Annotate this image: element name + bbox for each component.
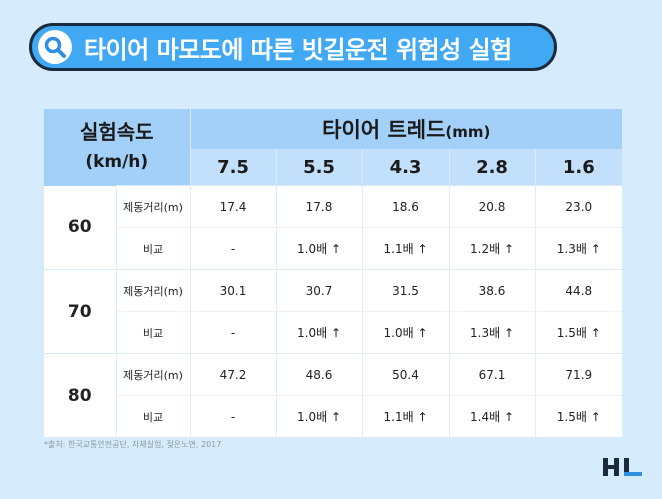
speed-header-unit: (km/h) bbox=[85, 152, 149, 172]
value-cell: 18.6 bbox=[361, 185, 450, 228]
value-cell: 20.8 bbox=[448, 185, 536, 228]
value-cell: 30.1 bbox=[189, 269, 277, 312]
title-banner: 타이어 마모도에 따른 빗길운전 위험성 실험 bbox=[29, 23, 557, 71]
value-cell: 17.8 bbox=[275, 185, 363, 228]
value-cell: 17.4 bbox=[189, 185, 277, 228]
value-cell: 1.3배 ↑ bbox=[448, 311, 536, 354]
metric-label: 비교 bbox=[115, 227, 191, 270]
value-cell: 1.1배 ↑ bbox=[361, 395, 450, 437]
table-row: 60 제동거리(m) 17.4 17.8 18.6 20.8 23.0 bbox=[44, 185, 623, 270]
value-cell: 38.6 bbox=[448, 269, 536, 312]
speed-cell: 80 bbox=[44, 353, 116, 437]
value-cell: 1.2배 ↑ bbox=[448, 227, 536, 270]
metric-label: 비교 bbox=[115, 395, 191, 437]
metric-label: 제동거리(m) bbox=[115, 185, 191, 228]
metric-label: 비교 bbox=[115, 311, 191, 354]
tread-header: 타이어 트레드(mm) bbox=[190, 109, 623, 149]
value-cell: 1.0배 ↑ bbox=[275, 395, 363, 437]
value-cell: 71.9 bbox=[534, 353, 623, 396]
value-cell: 31.5 bbox=[361, 269, 450, 312]
search-icon bbox=[38, 30, 72, 64]
tread-column-header: 7.5 bbox=[189, 149, 277, 186]
value-cell: - bbox=[189, 227, 277, 270]
value-cell: 44.8 bbox=[534, 269, 623, 312]
tread-header-unit: (mm) bbox=[445, 123, 491, 141]
value-cell: 67.1 bbox=[448, 353, 536, 396]
speed-header-label: 실험속도 bbox=[79, 120, 154, 144]
value-cell: 23.0 bbox=[534, 185, 623, 228]
speed-cell: 60 bbox=[44, 185, 116, 270]
hl-logo bbox=[603, 456, 643, 478]
table-row: 비교 - 1.0배 ↑ 1.0배 ↑ 1.3배 ↑ 1.5배 ↑ bbox=[44, 311, 623, 354]
braking-distance-table: 실험속도 (km/h) 타이어 트레드(mm) 7.5 5.5 4.3 2.8 … bbox=[44, 109, 623, 437]
source-note: *출처: 한국교통안전공단, 자체실험, 젖은노면, 2017 bbox=[44, 440, 222, 449]
tread-header-label: 타이어 트레드 bbox=[322, 118, 446, 142]
metric-label: 제동거리(m) bbox=[115, 353, 191, 396]
tread-column-header: 1.6 bbox=[534, 149, 623, 186]
table-row: 80 제동거리(m) 47.2 48.6 50.4 67.1 71.9 bbox=[44, 353, 623, 437]
tread-column-header: 2.8 bbox=[448, 149, 536, 186]
value-cell: 1.0배 ↑ bbox=[361, 311, 450, 354]
table-row: 70 제동거리(m) 30.1 30.7 31.5 38.6 44.8 bbox=[44, 269, 623, 354]
value-cell: 1.5배 ↑ bbox=[534, 311, 623, 354]
value-cell: 47.2 bbox=[189, 353, 277, 396]
value-cell: 1.3배 ↑ bbox=[534, 227, 623, 270]
value-cell: - bbox=[189, 395, 277, 437]
value-cell: 48.6 bbox=[275, 353, 363, 396]
speed-header: 실험속도 (km/h) bbox=[44, 109, 191, 186]
value-cell: 1.5배 ↑ bbox=[534, 395, 623, 437]
value-cell: 30.7 bbox=[275, 269, 363, 312]
table-row: 비교 - 1.0배 ↑ 1.1배 ↑ 1.2배 ↑ 1.3배 ↑ bbox=[44, 227, 623, 270]
page-title: 타이어 마모도에 따른 빗길운전 위험성 실험 bbox=[84, 35, 512, 64]
metric-label: 제동거리(m) bbox=[115, 269, 191, 312]
value-cell: 1.0배 ↑ bbox=[275, 227, 363, 270]
value-cell: 50.4 bbox=[361, 353, 450, 396]
speed-cell: 70 bbox=[44, 269, 116, 354]
tread-column-header: 4.3 bbox=[361, 149, 450, 186]
value-cell: 1.0배 ↑ bbox=[275, 311, 363, 354]
tread-column-header: 5.5 bbox=[275, 149, 363, 186]
value-cell: 1.4배 ↑ bbox=[448, 395, 536, 437]
table-row: 비교 - 1.0배 ↑ 1.1배 ↑ 1.4배 ↑ 1.5배 ↑ bbox=[44, 395, 623, 437]
value-cell: - bbox=[189, 311, 277, 354]
value-cell: 1.1배 ↑ bbox=[361, 227, 450, 270]
